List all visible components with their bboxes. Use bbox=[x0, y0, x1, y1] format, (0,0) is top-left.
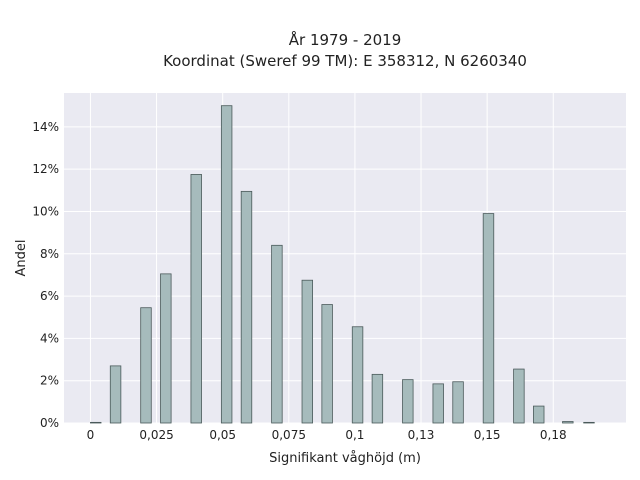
x-tick-label: 0,15 bbox=[474, 428, 501, 442]
histogram-bar bbox=[240, 190, 253, 424]
histogram-bar bbox=[351, 326, 364, 424]
x-tick-label: 0,075 bbox=[272, 428, 306, 442]
x-tick-label: 0,025 bbox=[139, 428, 173, 442]
y-tick-label: 4% bbox=[40, 331, 59, 345]
y-tick-label: 8% bbox=[40, 247, 59, 261]
x-tick-label: 0,05 bbox=[209, 428, 236, 442]
histogram-bar bbox=[190, 174, 202, 424]
histogram-bar bbox=[109, 365, 122, 424]
histogram-bar bbox=[140, 307, 152, 424]
histogram-bar bbox=[220, 105, 233, 424]
histogram-bar bbox=[452, 381, 464, 424]
chart-subtitle: Koordinat (Sweref 99 TM): E 358312, N 62… bbox=[163, 52, 527, 70]
x-axis-ticks: 0 0,025 0,05 0,075 0,1 0,13 0,15 0,18 bbox=[87, 428, 567, 442]
histogram-bar bbox=[402, 379, 414, 424]
y-axis-ticks: 0% 2% 4% 6% 8% 10% 12% 14% bbox=[32, 120, 59, 430]
histogram-bar bbox=[271, 244, 283, 424]
histogram-bar bbox=[90, 421, 102, 424]
x-tick-label: 0,18 bbox=[540, 428, 567, 442]
y-tick-label: 10% bbox=[32, 204, 59, 218]
histogram-bar bbox=[301, 279, 314, 424]
y-tick-label: 12% bbox=[32, 162, 59, 176]
histogram-bar bbox=[371, 373, 384, 424]
y-tick-label: 6% bbox=[40, 289, 59, 303]
histogram-bar bbox=[482, 213, 495, 424]
chart-title: År 1979 - 2019 bbox=[289, 30, 402, 49]
y-tick-label: 14% bbox=[32, 120, 59, 134]
y-tick-label: 0% bbox=[40, 416, 59, 430]
bars bbox=[90, 105, 595, 424]
x-tick-label: 0,13 bbox=[408, 428, 435, 442]
x-axis-label: Signifikant våghöjd (m) bbox=[269, 451, 421, 466]
y-axis-label: Andel bbox=[14, 240, 29, 277]
histogram-bar bbox=[583, 421, 595, 424]
histogram-bar bbox=[432, 383, 444, 424]
histogram-bar bbox=[562, 421, 574, 424]
histogram-bar bbox=[533, 405, 545, 424]
histogram-bar bbox=[513, 368, 525, 424]
histogram-bar bbox=[321, 304, 333, 424]
histogram-bar bbox=[160, 273, 172, 424]
y-tick-label: 2% bbox=[40, 374, 59, 388]
x-tick-label: 0 bbox=[87, 428, 95, 442]
plot-area bbox=[64, 93, 626, 423]
x-tick-label: 0,1 bbox=[345, 428, 364, 442]
